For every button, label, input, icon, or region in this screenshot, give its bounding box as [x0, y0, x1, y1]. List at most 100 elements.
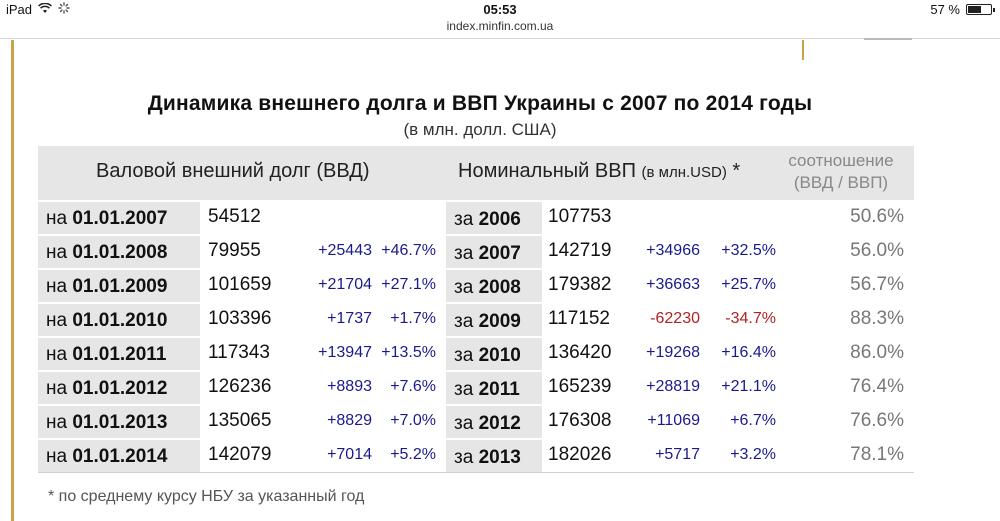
date-value: 01.01.2012 [72, 378, 168, 399]
battery-level [968, 6, 981, 13]
debt-change-pct: +7.6% [390, 378, 436, 395]
ratio-value: 56.7% [850, 274, 904, 295]
header-gdp-star: * [732, 160, 741, 182]
table-row: на 01.01.2008 79955 +25443 +46.7% за 200… [38, 234, 914, 269]
header-gdp-unit: (в млн.USD) [641, 164, 727, 181]
gdp-value: 142719 [548, 240, 612, 261]
divider [0, 38, 1000, 39]
debt-change: +25443 [318, 242, 372, 259]
date-prefix: на [46, 208, 68, 229]
gdp-change-pct: +32.5% [721, 242, 776, 259]
debt-change-pct: +27.1% [381, 276, 436, 293]
table-row: на 01.01.2007 54512 за 2006 107753 50.6% [38, 200, 914, 235]
year-prefix: за [454, 311, 474, 332]
debt-change: +21704 [318, 276, 372, 293]
year-prefix: за [454, 447, 474, 468]
date-cell: на 01.01.2013 [38, 406, 200, 438]
gdp-change-pct: +25.7% [721, 276, 776, 293]
debt-change-pct: +5.2% [390, 446, 436, 463]
table-body: на 01.01.2007 54512 за 2006 107753 50.6%… [38, 200, 914, 473]
ratio-value: 56.0% [850, 240, 904, 261]
date-value: 01.01.2009 [72, 276, 168, 297]
year-value: 2009 [478, 311, 521, 332]
ratio-value: 76.6% [850, 410, 904, 431]
debt-value: 101659 [208, 274, 272, 295]
debt-gdp-table: Валовой внешний долг (ВВД) Номинальный В… [38, 146, 914, 473]
gdp-change: +5717 [655, 446, 700, 463]
year-value: 2010 [478, 345, 521, 366]
gdp-change-pct: +3.2% [730, 446, 776, 463]
gdp-change-pct: +6.7% [730, 412, 776, 429]
gdp-change-pct: +16.4% [721, 344, 776, 361]
debt-value: 54512 [208, 206, 261, 227]
debt-change-pct: +1.7% [390, 310, 436, 327]
debt-change: +7014 [327, 446, 372, 463]
date-cell: на 01.01.2007 [38, 202, 200, 234]
battery-icon [966, 4, 995, 15]
gdp-change: +19268 [646, 344, 700, 361]
date-value: 01.01.2014 [72, 446, 168, 467]
wifi-icon [38, 2, 52, 17]
year-prefix: за [454, 345, 474, 366]
date-value: 01.01.2013 [72, 412, 168, 433]
table-row: на 01.01.2013 135065 +8829 +7.0% за 2012… [38, 404, 914, 439]
debt-change: +8829 [327, 412, 372, 429]
year-cell: за 2011 [446, 372, 542, 404]
date-prefix: на [46, 310, 68, 331]
gdp-change-pct: +21.1% [721, 378, 776, 395]
gdp-change: +11069 [647, 412, 700, 429]
debt-value: 117343 [208, 342, 270, 363]
table-row: на 01.01.2014 142079 +7014 +5.2% за 2013… [38, 438, 914, 473]
date-value: 01.01.2010 [72, 310, 168, 331]
year-prefix: за [454, 277, 474, 298]
date-value: 01.01.2011 [72, 344, 167, 365]
debt-change-pct: +7.0% [390, 412, 436, 429]
gdp-value: 176308 [548, 410, 612, 431]
footnote: * по среднему курсу НБУ за указанный год [48, 488, 365, 505]
date-cell: на 01.01.2011 [38, 338, 200, 370]
header-debt: Валовой внешний долг (ВВД) [96, 160, 370, 182]
gdp-value: 117152 [548, 308, 610, 329]
year-cell: за 2007 [446, 236, 542, 268]
date-value: 01.01.2007 [72, 208, 168, 229]
header-gdp-label: Номинальный ВВП [458, 160, 636, 182]
page-subtitle: (в млн. долл. США) [403, 120, 557, 139]
debt-value: 126236 [208, 376, 272, 397]
gdp-change: +36663 [646, 276, 700, 293]
table-row: на 01.01.2009 101659 +21704 +27.1% за 20… [38, 268, 914, 303]
date-prefix: на [46, 412, 68, 433]
date-cell: на 01.01.2009 [38, 270, 200, 302]
date-prefix: на [46, 378, 68, 399]
debt-change: +13947 [318, 344, 372, 361]
date-cell: на 01.01.2014 [38, 440, 200, 472]
ratio-value: 50.6% [850, 206, 904, 227]
date-cell: на 01.01.2008 [38, 236, 200, 268]
header-ratio-line2: (ВВД / ВВП) [793, 173, 889, 192]
debt-change: +8893 [327, 378, 372, 395]
table-row: на 01.01.2010 103396 +1737 +1.7% за 2009… [38, 302, 914, 337]
year-value: 2007 [478, 243, 521, 264]
page-border-accent [802, 40, 804, 60]
date-prefix: на [46, 344, 68, 365]
ratio-value: 86.0% [850, 342, 904, 363]
page-border-left [11, 40, 14, 521]
header-ratio: соотношение (ВВД / ВВП) [776, 150, 906, 194]
year-cell: за 2012 [446, 406, 542, 438]
clock: 05:53 [483, 2, 517, 17]
debt-change-pct: +13.5% [381, 344, 436, 361]
debt-change: +1737 [327, 310, 372, 327]
year-prefix: за [454, 413, 474, 434]
status-bar: iPad 05:53 57 % [0, 0, 1000, 20]
year-value: 2011 [478, 379, 520, 400]
year-value: 2012 [478, 413, 521, 434]
page-decor-line [864, 38, 912, 40]
address-bar[interactable]: index.minfin.com.ua [446, 19, 554, 33]
date-prefix: на [46, 446, 68, 467]
gdp-value: 165239 [548, 376, 612, 397]
debt-change-pct: +46.7% [381, 242, 436, 259]
date-prefix: на [46, 242, 68, 263]
year-cell: за 2006 [446, 202, 542, 234]
loading-icon [58, 2, 70, 17]
year-cell: за 2010 [446, 338, 542, 370]
gdp-change: -62230 [650, 310, 700, 327]
